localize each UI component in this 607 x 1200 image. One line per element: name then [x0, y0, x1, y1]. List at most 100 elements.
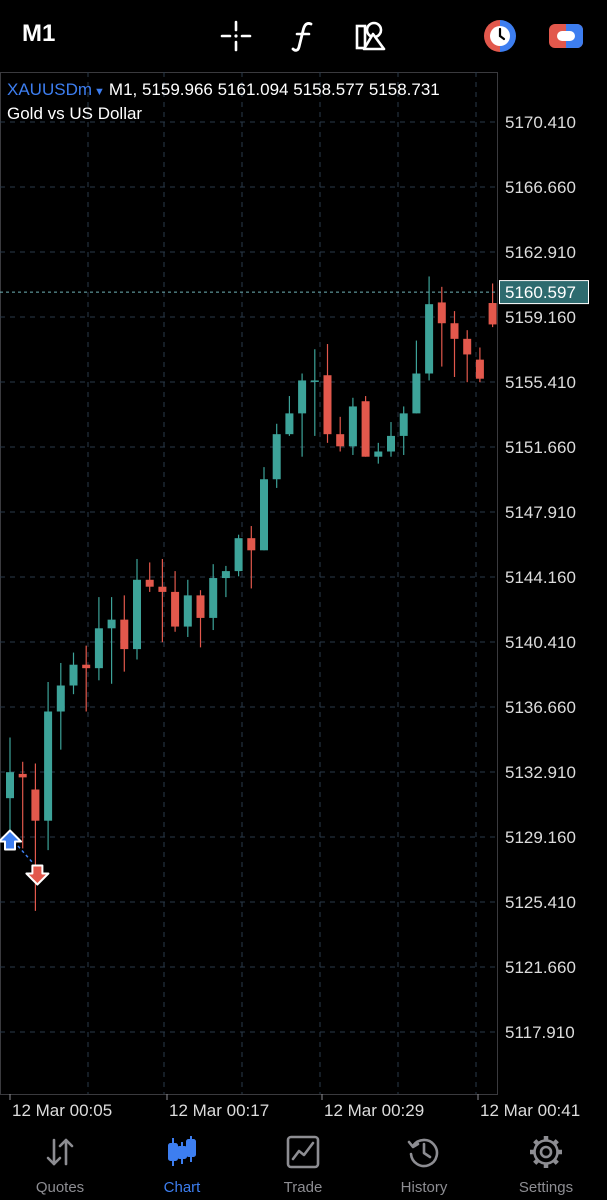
candle-body: [260, 479, 268, 551]
candle: [31, 763, 40, 911]
candle: [221, 565, 230, 598]
candle: [336, 416, 345, 452]
candle: [348, 397, 357, 455]
price-tick-label: 5162.910: [505, 243, 576, 262]
candle: [44, 682, 53, 851]
current-price-tag: [500, 281, 588, 304]
symbol-dropdown-icon[interactable]: ▼: [94, 86, 105, 98]
candle: [463, 330, 472, 383]
one-click-trading-icon[interactable]: [480, 16, 520, 56]
candle: [183, 579, 192, 637]
candle-body: [387, 435, 395, 452]
candle-body: [323, 375, 332, 435]
candle: [412, 340, 421, 414]
candle: [120, 595, 129, 672]
candle: [260, 467, 268, 551]
candle-body: [399, 413, 408, 436]
tab-trade[interactable]: Trade: [253, 1126, 353, 1200]
symbol-description: Gold vs US Dollar: [7, 104, 143, 123]
tab-quotes[interactable]: Quotes: [10, 1126, 110, 1200]
candle: [387, 422, 395, 457]
candle-body: [247, 538, 256, 551]
candle-body: [120, 619, 129, 650]
buy-arrow-icon: [0, 829, 22, 851]
candle-body: [488, 303, 497, 325]
candle-body: [171, 591, 180, 627]
price-tick-label: 5136.660: [505, 698, 576, 717]
tab-history-label: History: [400, 1179, 448, 1196]
tab-chart[interactable]: Chart: [132, 1126, 232, 1200]
timeframe-button[interactable]: M1: [22, 20, 56, 47]
candle: [285, 396, 294, 436]
toggle-icon[interactable]: [546, 16, 586, 56]
candle: [272, 423, 281, 488]
objects-icon[interactable]: [352, 16, 392, 56]
price-chart[interactable]: 5170.410 5166.660 5162.910 5159.160 5155.410…: [0, 72, 607, 1145]
ohlc-values: M1, 5159.966 5161.094 5158.577 5158.731: [108, 80, 440, 99]
price-tick-label: 5144.160: [505, 568, 576, 587]
candle: [247, 526, 256, 589]
candle-body: [145, 579, 154, 587]
candle-body: [6, 772, 14, 799]
tab-quotes-label: Quotes: [35, 1179, 85, 1196]
candle: [450, 311, 459, 377]
price-tick-label: 5151.660: [505, 438, 576, 457]
candle: [145, 562, 154, 592]
candle-body: [285, 413, 294, 435]
bottom-tab-bar: Quotes Chart Trade History: [0, 1126, 607, 1200]
candle-body: [336, 434, 345, 447]
chart-symbol-header: XAUUSDm ▼ M1, 5159.966 5161.094 5158.577 5…: [7, 80, 440, 100]
candle: [234, 534, 243, 577]
candle-body: [158, 586, 167, 592]
candle-body: [463, 338, 472, 355]
crosshair-icon[interactable]: [216, 16, 256, 56]
candle: [425, 276, 434, 381]
candle: [94, 597, 103, 681]
candle-body: [310, 380, 319, 382]
time-tick-label: 12 Mar 00:17: [169, 1101, 269, 1120]
indicators-icon[interactable]: [284, 16, 324, 56]
candle: [69, 652, 78, 695]
sell-arrow-icon: [25, 864, 50, 886]
price-tick-label: 5155.410: [505, 373, 576, 392]
candle: [488, 283, 497, 328]
candle: [82, 645, 91, 712]
time-tick-label: 12 Mar 00:05: [12, 1101, 112, 1120]
candle-body: [437, 302, 446, 324]
tab-settings[interactable]: Settings: [496, 1126, 596, 1200]
candle-body: [82, 664, 91, 669]
time-tick-label: 12 Mar 00:41: [480, 1101, 580, 1120]
time-tick-label: 12 Mar 00:29: [324, 1101, 424, 1120]
candle: [374, 442, 383, 464]
candlestick-chart-canvas[interactable]: 5170.410 5166.660 5162.910 5159.160 5155.410…: [0, 72, 607, 1124]
price-tick-label: 5159.160: [505, 308, 576, 327]
trade-connector-line: [13, 841, 34, 865]
symbol-name[interactable]: XAUUSDm: [7, 80, 93, 99]
candle: [18, 761, 27, 849]
tab-history[interactable]: History: [374, 1126, 474, 1200]
candle: [361, 396, 370, 457]
candle-body: [31, 789, 40, 821]
candle: [196, 590, 205, 648]
price-tick-label: 5140.410: [505, 633, 576, 652]
candle: [133, 558, 141, 660]
price-tick-label: 5147.910: [505, 503, 576, 522]
candle-body: [272, 434, 281, 480]
candle: [399, 406, 408, 455]
candle-body: [94, 628, 103, 669]
history-icon: [407, 1138, 439, 1168]
candle-body: [209, 578, 218, 618]
candle-body: [475, 359, 484, 379]
candle: [209, 564, 218, 631]
candle-body: [133, 579, 141, 650]
plot-frame: [0, 72, 498, 1095]
trade-icon: [286, 1135, 320, 1169]
candle-body: [348, 406, 357, 447]
current-price-label: 5160.597: [505, 283, 576, 302]
candle: [158, 558, 167, 643]
candle-body: [44, 711, 53, 821]
candle-body: [18, 773, 27, 778]
candle-body: [107, 619, 116, 629]
candle: [171, 571, 180, 632]
candle-body: [412, 373, 421, 414]
